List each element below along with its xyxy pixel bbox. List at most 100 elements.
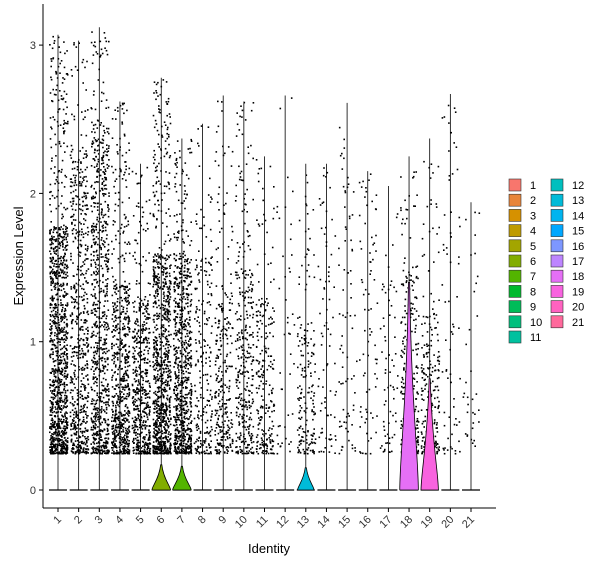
data-point	[149, 450, 151, 453]
data-point	[54, 433, 56, 435]
data-point	[95, 413, 97, 415]
data-point	[137, 202, 140, 204]
data-point	[133, 306, 135, 308]
data-point	[95, 381, 98, 384]
data-point	[61, 319, 63, 321]
data-point	[96, 149, 99, 152]
data-point	[116, 449, 118, 452]
data-point	[58, 237, 60, 240]
data-point	[103, 129, 105, 132]
data-point	[149, 212, 152, 215]
data-point	[138, 410, 141, 412]
data-point	[170, 282, 172, 285]
data-point	[63, 266, 66, 269]
data-point	[95, 278, 97, 281]
data-point	[176, 316, 179, 319]
data-point	[123, 174, 125, 176]
data-point	[95, 51, 98, 53]
data-point	[123, 213, 126, 216]
data-point	[188, 345, 191, 347]
data-point	[71, 312, 73, 314]
data-point	[153, 348, 156, 351]
data-point	[71, 422, 74, 424]
data-point	[144, 424, 146, 426]
data-point	[55, 277, 58, 279]
data-point	[146, 316, 148, 319]
data-point	[157, 439, 159, 441]
data-point	[90, 443, 92, 445]
data-point	[85, 89, 87, 91]
data-point	[145, 371, 148, 374]
data-point	[112, 305, 115, 308]
data-point	[62, 447, 64, 450]
data-point	[152, 441, 155, 443]
data-point	[126, 310, 128, 313]
data-point	[115, 406, 117, 409]
data-point	[53, 440, 55, 443]
data-point	[103, 311, 106, 313]
data-point	[127, 413, 129, 415]
data-point	[92, 361, 94, 364]
data-point	[75, 410, 78, 413]
data-point	[169, 452, 172, 454]
data-point	[183, 439, 185, 442]
data-point	[103, 246, 106, 248]
data-point	[60, 299, 62, 301]
data-point	[97, 416, 99, 419]
data-point	[120, 427, 123, 429]
data-point	[107, 429, 109, 431]
data-point	[58, 389, 60, 391]
data-point	[136, 436, 139, 439]
data-point	[91, 412, 93, 415]
data-point	[165, 81, 168, 83]
data-point	[122, 423, 124, 425]
data-point	[157, 143, 159, 145]
data-point	[99, 321, 101, 323]
data-point	[91, 226, 93, 228]
data-point	[86, 430, 89, 432]
data-point	[128, 167, 131, 170]
data-point	[95, 320, 98, 323]
data-point	[168, 334, 170, 336]
data-point	[164, 316, 166, 319]
data-point	[73, 373, 76, 376]
data-point	[97, 220, 100, 223]
data-point	[87, 345, 89, 347]
data-point	[105, 315, 108, 317]
data-point	[80, 244, 83, 247]
data-point	[148, 436, 151, 439]
data-point	[66, 282, 68, 285]
data-point	[85, 195, 87, 197]
data-point	[59, 406, 61, 409]
data-point	[168, 256, 170, 259]
data-point	[96, 399, 99, 401]
data-point	[101, 452, 103, 455]
data-point	[182, 286, 185, 288]
data-point	[156, 410, 159, 412]
data-point	[107, 278, 109, 280]
data-point	[141, 390, 143, 392]
data-point	[119, 377, 122, 380]
data-point	[135, 424, 137, 427]
data-point	[136, 408, 139, 410]
data-point	[189, 310, 192, 313]
data-point	[119, 411, 122, 414]
data-point	[86, 415, 88, 417]
data-point	[61, 439, 63, 441]
data-point	[163, 269, 165, 271]
data-point	[102, 193, 104, 195]
data-point	[69, 185, 72, 188]
data-point	[162, 271, 165, 273]
data-point	[95, 191, 97, 193]
data-point	[93, 238, 96, 240]
data-point	[54, 288, 56, 290]
data-point	[115, 283, 118, 286]
data-point	[163, 309, 166, 311]
data-point	[176, 413, 178, 416]
data-point	[162, 416, 164, 418]
data-point	[51, 256, 54, 259]
data-point	[61, 399, 63, 402]
data-point	[55, 155, 57, 157]
data-point	[107, 249, 110, 251]
data-point	[149, 317, 151, 319]
